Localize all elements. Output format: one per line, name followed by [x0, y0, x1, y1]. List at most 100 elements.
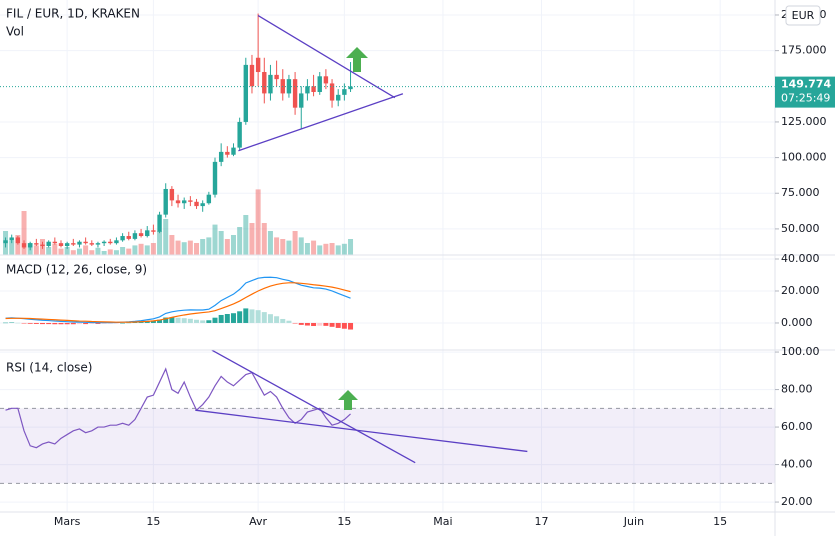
rsi-band — [0, 408, 775, 484]
volume-bar — [335, 245, 341, 255]
candle-body — [126, 236, 131, 239]
histogram-bar — [317, 322, 323, 326]
volume-bar — [70, 250, 76, 255]
volume-bar — [64, 247, 70, 255]
volume-bar — [298, 237, 304, 255]
y-tick-label: 80.00 — [781, 383, 813, 396]
candle-body — [71, 243, 76, 245]
volume-bar — [224, 239, 230, 255]
histogram-bar — [40, 322, 46, 325]
volume-bar — [181, 242, 187, 255]
volume-bar — [46, 247, 52, 255]
volume-bar — [107, 249, 113, 255]
candle-body — [299, 93, 304, 108]
histogram-bar — [52, 322, 58, 325]
histogram-bar — [107, 322, 113, 324]
histogram-bar — [261, 312, 267, 323]
candle-body — [138, 233, 144, 237]
histogram-bar — [113, 322, 119, 324]
candle-body — [120, 236, 125, 241]
volume-bar — [175, 240, 181, 255]
volume-bar — [286, 240, 292, 255]
volume-bar — [304, 243, 310, 255]
histogram-bar — [298, 322, 304, 325]
candle-body — [225, 151, 230, 155]
y-tick-label: 20.000 — [781, 284, 820, 297]
currency-box[interactable] — [785, 5, 821, 26]
histogram-bar — [280, 318, 286, 323]
candle-body — [9, 237, 14, 241]
histogram-bar — [101, 322, 107, 324]
x-tick-label: Juin — [623, 515, 644, 528]
candle-body — [108, 241, 113, 244]
histogram-bar — [292, 322, 298, 324]
y-tick-label: 125.000 — [781, 115, 827, 128]
x-tick-label: 17 — [535, 515, 549, 528]
histogram-bar — [120, 322, 126, 324]
candle-body — [114, 240, 119, 244]
volume-bar — [237, 227, 243, 255]
histogram-bar — [163, 317, 169, 323]
volume-bar — [311, 240, 317, 255]
histogram-bar — [89, 322, 95, 324]
volume-bar — [280, 239, 286, 255]
up-arrow — [338, 390, 358, 410]
volume-bar — [348, 239, 354, 255]
rsi-line — [5, 367, 351, 449]
histogram-bar — [58, 322, 64, 325]
candle-body — [218, 151, 224, 162]
candle-body — [40, 244, 45, 247]
histogram-bar — [194, 319, 200, 323]
signal-line — [5, 282, 351, 323]
histogram-bar — [335, 322, 341, 328]
histogram-bar — [224, 314, 230, 323]
candle-body — [311, 86, 316, 92]
volume-bar — [194, 243, 200, 255]
histogram-bar — [311, 322, 317, 327]
volume-bar — [120, 247, 126, 255]
histogram-bar — [200, 320, 206, 323]
x-tick-label: 15 — [146, 515, 160, 528]
volume-bar — [323, 243, 329, 255]
histogram-bar — [274, 316, 280, 323]
volume-bar — [212, 224, 218, 255]
currency[interactable]: EUR — [792, 9, 815, 22]
histogram-bar — [169, 317, 175, 323]
volume-bar — [267, 231, 273, 255]
volume-bar — [341, 243, 347, 255]
candle-body — [77, 241, 82, 245]
y-tick-label: 50.000 — [781, 222, 820, 235]
histogram-bar — [95, 322, 101, 324]
candle-body — [323, 76, 329, 84]
volume-bar — [255, 189, 261, 255]
x-tick-label: Mai — [433, 515, 452, 528]
histogram-bar — [21, 322, 27, 324]
histogram-bar — [341, 322, 347, 329]
histogram-bar — [304, 322, 310, 326]
y-tick-label: 0.000 — [781, 316, 813, 329]
candle-body — [231, 147, 236, 155]
candle-body — [15, 237, 21, 244]
grid — [0, 0, 775, 512]
volume-bar — [21, 211, 27, 255]
candle-body — [243, 64, 249, 122]
histogram-bar — [237, 311, 243, 323]
histogram-bar — [27, 322, 33, 324]
histogram-bar — [187, 318, 193, 323]
candle-body — [157, 214, 162, 232]
y-tick-label: 100.000 — [781, 151, 827, 164]
up-arrow — [346, 47, 368, 72]
candle-body — [188, 200, 193, 202]
candle-body — [317, 76, 322, 92]
volume-bar — [163, 219, 169, 255]
histogram-bar — [255, 310, 261, 323]
volume-bar — [157, 231, 163, 255]
candle-body — [249, 64, 255, 87]
macd-line — [5, 276, 351, 324]
candle-body — [329, 83, 335, 101]
histogram-bar — [150, 320, 156, 323]
candle-body — [145, 230, 150, 237]
x-tick-label: Mars — [54, 515, 81, 528]
histogram-bar — [218, 314, 224, 323]
histogram-bar — [286, 320, 292, 323]
